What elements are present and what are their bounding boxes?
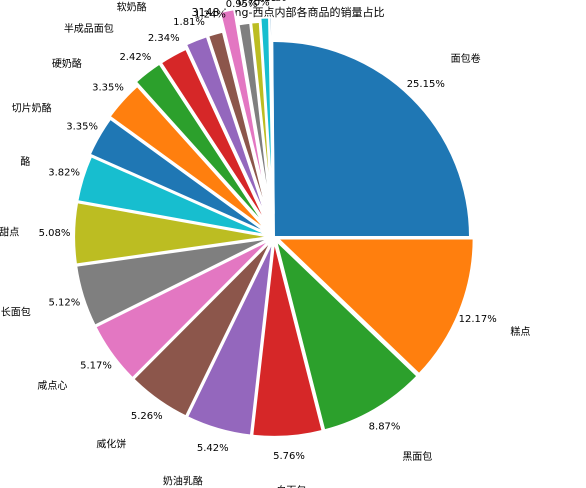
slice-13-percent-label: 5.08% — [39, 228, 71, 239]
slice-19-wedge — [274, 239, 419, 432]
slice-20-percent-label: 12.17% — [459, 314, 497, 325]
slice-9-category-label: 半成品面包 — [64, 22, 114, 35]
slice-0-wedge — [271, 40, 471, 238]
slice-15-category-label: 咸点心 — [37, 380, 67, 392]
slice-12-category-label: 酪 — [20, 155, 30, 168]
slice-8-wedge — [159, 47, 270, 228]
slice-5-wedge — [218, 8, 268, 204]
slice-14-wedge — [75, 237, 272, 327]
slice-18-percent-label: 5.76% — [273, 451, 305, 462]
slice-12-wedge — [76, 155, 272, 237]
slice-17-wedge — [186, 239, 274, 437]
slice-17-category-label: 奶油乳酪 — [163, 475, 203, 488]
slice-8-category-label: 软奶酪 — [117, 0, 147, 13]
slice-18-wedge — [251, 239, 324, 438]
slice-14-percent-label: 5.12% — [49, 297, 81, 308]
slice-6-percent-label: 1.24% — [194, 10, 226, 21]
slice-12-percent-label: 3.82% — [48, 168, 80, 179]
slice-9-wedge — [134, 62, 268, 229]
chart-title: 3148-tang-西点内部各商品的销量占比 — [192, 5, 385, 19]
slice-19-percent-label: 8.87% — [369, 422, 401, 433]
slice-7-percent-label: 1.81% — [173, 17, 205, 28]
slice-14-category-label: 长面包 — [1, 306, 31, 319]
slice-20-wedge — [276, 237, 475, 376]
slice-10-percent-label: 3.35% — [92, 82, 124, 93]
slice-11-category-label: 切片奶酪 — [12, 102, 52, 115]
slice-6-wedge — [207, 30, 271, 223]
slice-17-percent-label: 5.42% — [197, 443, 229, 454]
slice-13-wedge — [73, 201, 272, 266]
slice-15-percent-label: 5.17% — [80, 360, 112, 371]
slice-16-percent-label: 5.26% — [131, 411, 163, 422]
slice-20-category-label: 糕点 — [510, 325, 530, 338]
slice-7-wedge — [185, 35, 270, 224]
slice-8-percent-label: 2.34% — [148, 33, 180, 44]
pie-slices — [73, 8, 475, 438]
slice-4-percent-label: 0.95% — [226, 0, 258, 10]
slice-10-wedge — [108, 84, 270, 233]
slice-0-category-label: 面包卷 — [451, 52, 481, 65]
slice-3-percent-label: 0.70% — [238, 0, 270, 9]
slice-16-wedge — [132, 239, 273, 418]
slice-15-wedge — [94, 238, 272, 380]
slice-3-wedge — [250, 20, 274, 219]
pie-labels: 25.15%面包卷0.18%奶油0.70%酸乳酪0.70%干面包0.95%面包干… — [0, 0, 530, 488]
slice-0-percent-label: 25.15% — [407, 79, 445, 90]
slice-9-percent-label: 2.42% — [119, 52, 151, 63]
slice-19-category-label: 黑面包 — [402, 450, 432, 463]
slice-13-category-label: 甜点 — [0, 225, 19, 238]
slice-10-category-label: 硬奶酪 — [52, 57, 82, 70]
slice-4-wedge — [237, 21, 273, 219]
slice-16-category-label: 威化饼 — [96, 438, 126, 451]
slice-18-category-label: 白面包 — [276, 484, 306, 488]
slice-2-percent-label: 0.70% — [248, 0, 280, 4]
slice-11-percent-label: 3.35% — [66, 121, 98, 132]
slice-1-percent-label: 0.18% — [255, 0, 287, 4]
slice-11-wedge — [88, 117, 270, 236]
